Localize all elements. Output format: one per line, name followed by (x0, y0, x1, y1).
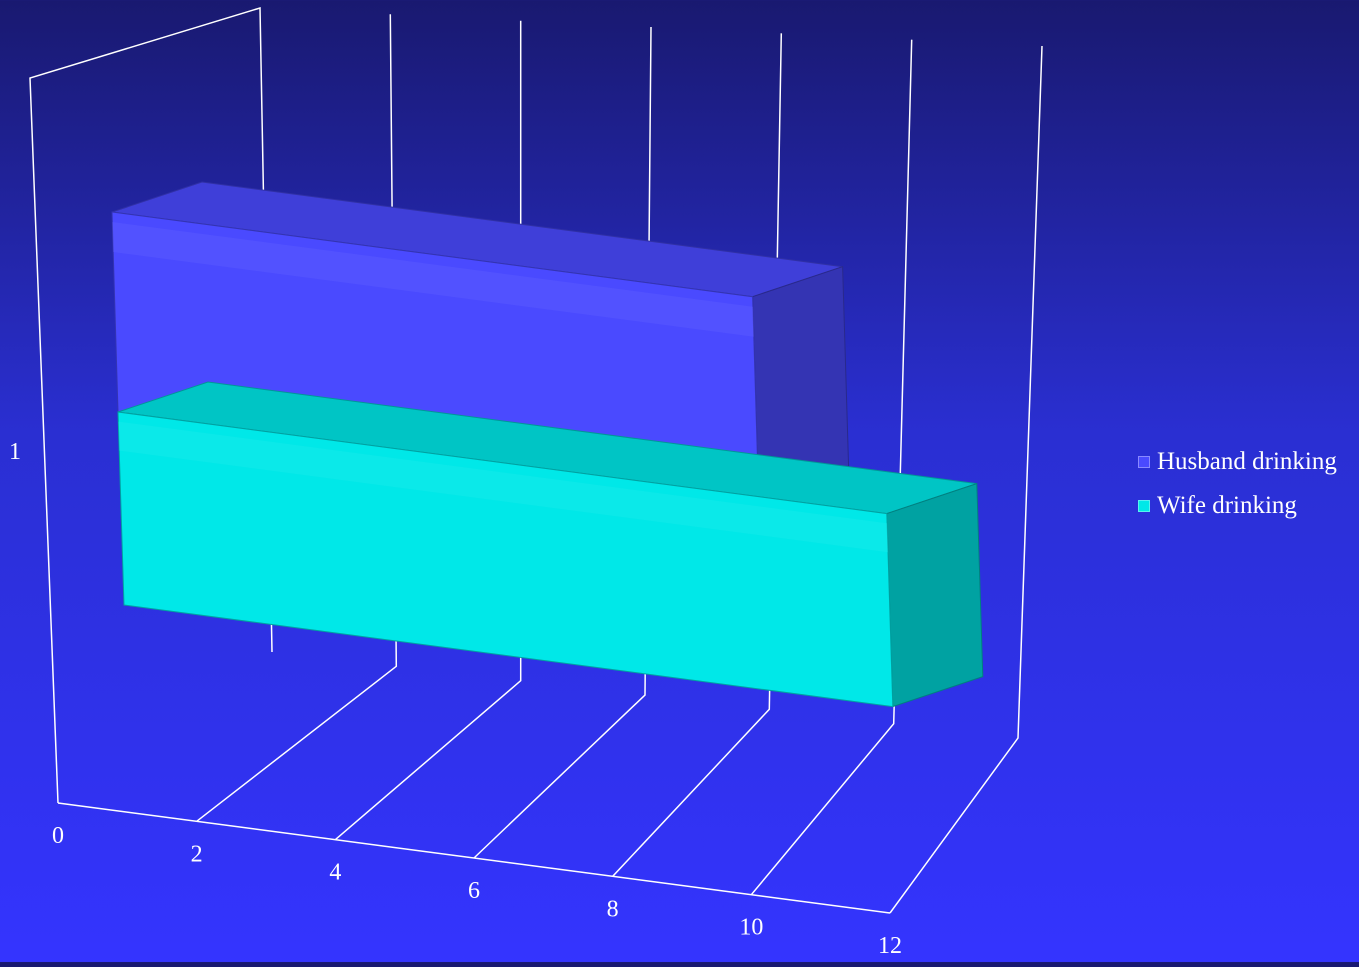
legend-item-husband: Husband drinking (1138, 440, 1337, 484)
legend-label-wife: Wife drinking (1157, 492, 1297, 519)
bar-front-2 (117, 411, 894, 708)
x-tick-label: 0 (52, 823, 64, 849)
y-category-label: 1 (9, 439, 21, 465)
legend: Husband drinking Wife drinking (1138, 440, 1337, 528)
x-tick-label: 10 (739, 915, 763, 941)
legend-swatch-wife (1138, 500, 1150, 512)
x-tick-label: 12 (878, 933, 902, 959)
legend-swatch-husband (1138, 456, 1150, 468)
x-axis-line (57, 802, 891, 914)
x-tick-label: 6 (468, 878, 480, 904)
gridline (750, 39, 913, 896)
legend-item-wife: Wife drinking (1138, 484, 1337, 528)
legend-label-husband: Husband drinking (1157, 448, 1337, 475)
x-tick-label: 8 (607, 896, 619, 922)
gridline (889, 45, 1043, 914)
bar-highlight-1 (112, 222, 754, 337)
x-tick-label: 2 (191, 841, 203, 867)
x-tick-label: 4 (329, 860, 341, 886)
bar-end-2 (886, 482, 984, 708)
bar-highlight-2 (118, 421, 889, 553)
